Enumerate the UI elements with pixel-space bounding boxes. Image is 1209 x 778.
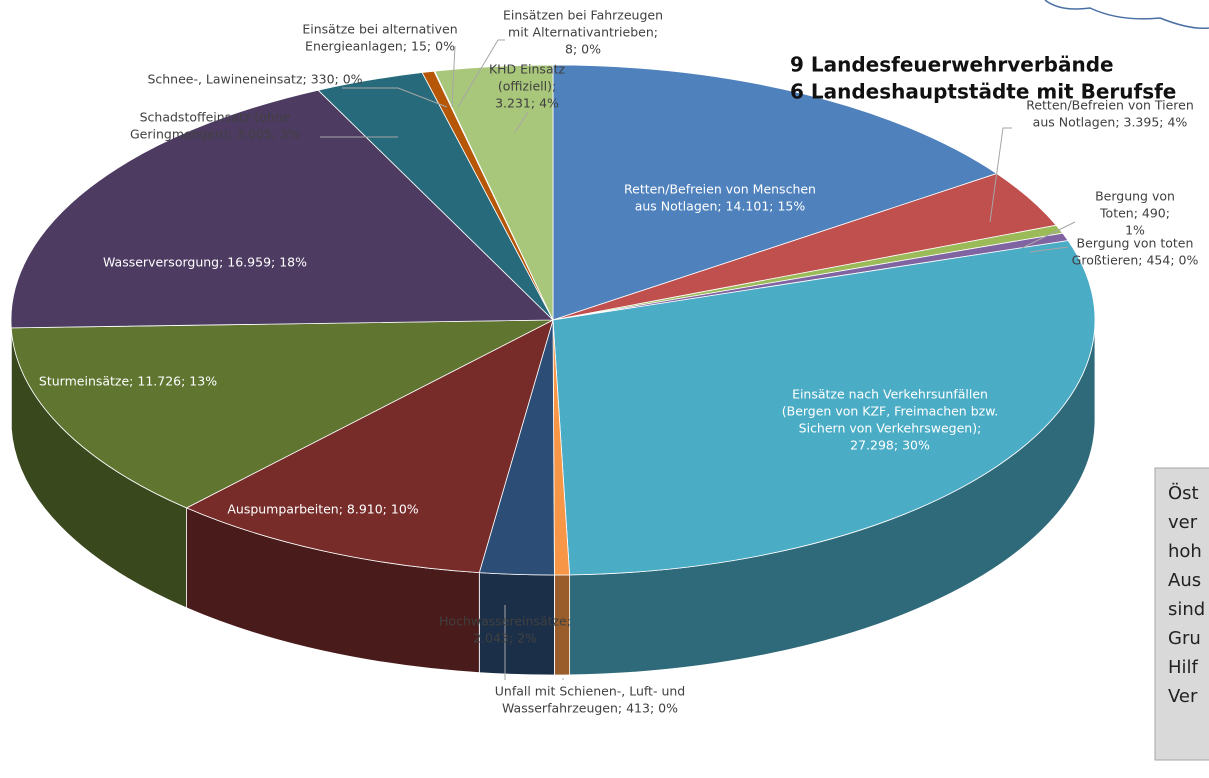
data-label: Schnee-, Lawineneinsatz; 330; 0% bbox=[147, 72, 362, 87]
data-label: Wasserversorgung; 16.959; 18% bbox=[103, 255, 307, 270]
data-label: aus Notlagen; 3.395; 4% bbox=[1033, 115, 1188, 130]
data-label: Wasserfahrzeugen; 413; 0% bbox=[502, 701, 678, 716]
data-label: Hochwassereinsätze; bbox=[439, 614, 571, 629]
note-text: ver bbox=[1168, 512, 1198, 533]
heading: 6 Landeshauptstädte mit Berufsfe bbox=[790, 80, 1176, 104]
note-text: Gru bbox=[1168, 628, 1201, 649]
data-label: 8; 0% bbox=[565, 42, 601, 57]
data-label: mit Alternativantrieben; bbox=[508, 25, 658, 40]
data-label: Auspumparbeiten; 8.910; 10% bbox=[227, 502, 418, 517]
note-text: Öst bbox=[1168, 482, 1199, 504]
data-label: Einsätze nach Verkehrsunfällen bbox=[792, 387, 988, 402]
heading: 9 Landesfeuerwehrverbände bbox=[790, 53, 1114, 77]
map-outline bbox=[1045, 0, 1209, 28]
data-label: Retten/Befreien von Menschen bbox=[624, 182, 816, 197]
data-label: Einsätze bei alternativen bbox=[302, 22, 457, 37]
data-label: (offiziell); bbox=[498, 79, 556, 94]
data-label: Großtieren; 454; 0% bbox=[1072, 253, 1199, 268]
data-label: 3.231; 4% bbox=[495, 96, 559, 111]
data-label: Sichern von Verkehrswegen); bbox=[799, 421, 982, 436]
data-label: Sturmeinsätze; 11.726; 13% bbox=[39, 374, 217, 389]
data-label: 2.043; 2% bbox=[473, 631, 537, 646]
note-text: sind bbox=[1168, 599, 1205, 620]
data-label: 27.298; 30% bbox=[850, 438, 930, 453]
data-label: aus Notlagen; 14.101; 15% bbox=[635, 199, 806, 214]
data-label: Unfall mit Schienen-, Luft- und bbox=[495, 684, 685, 699]
data-label: Bergung von toten bbox=[1077, 236, 1194, 251]
data-label: Energieanlagen; 15; 0% bbox=[305, 39, 455, 54]
note-text: hoh bbox=[1168, 541, 1202, 562]
data-label: Bergung von bbox=[1095, 189, 1175, 204]
data-label: Einsätzen bei Fahrzeugen bbox=[503, 8, 663, 23]
data-label: Toten; 490; bbox=[1099, 206, 1170, 221]
note-text: Aus bbox=[1168, 570, 1201, 591]
note-text: Hilf bbox=[1168, 657, 1199, 678]
data-label: KHD Einsatz bbox=[489, 62, 566, 77]
note-text: Ver bbox=[1168, 686, 1198, 707]
data-label: Geringmengen); 3.005; 3% bbox=[130, 127, 300, 142]
data-label: (Bergen von KZF, Freimachen bzw. bbox=[782, 404, 999, 419]
data-label: Schadstoffeinsatz (ohne bbox=[140, 110, 291, 125]
